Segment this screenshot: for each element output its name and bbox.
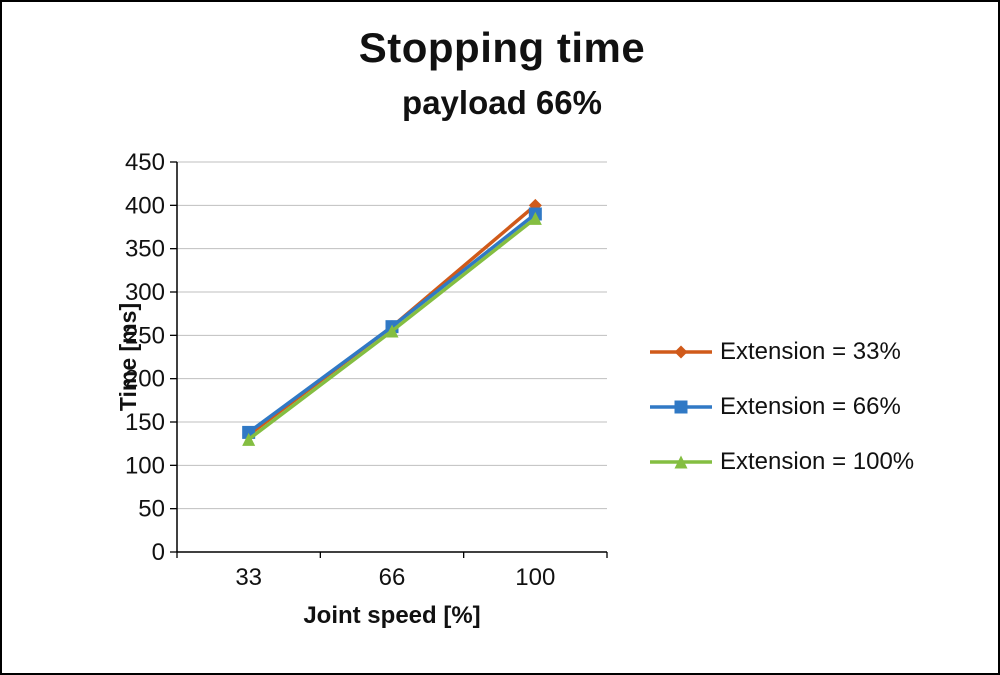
y-tick-label: 450 bbox=[125, 149, 165, 176]
square-marker-icon bbox=[674, 400, 688, 414]
legend-sample bbox=[650, 455, 712, 469]
x-tick-label: 66 bbox=[379, 564, 406, 591]
y-tick-label: 350 bbox=[125, 236, 165, 263]
chart-title: Stopping time bbox=[358, 24, 646, 71]
legend-item: Extension = 66% bbox=[650, 393, 914, 421]
y-tick-label: 300 bbox=[125, 279, 165, 306]
y-tick-label: 0 bbox=[152, 539, 165, 566]
legend-sample bbox=[650, 400, 712, 414]
y-tick-label: 150 bbox=[125, 409, 165, 436]
x-tick-label: 33 bbox=[235, 564, 262, 591]
chart-subtitle: payload 66% bbox=[402, 84, 602, 121]
y-tick-label: 50 bbox=[138, 496, 165, 523]
legend: Extension = 33% Extension = 66% Extension … bbox=[650, 338, 914, 476]
triangle-marker-icon bbox=[385, 324, 399, 338]
x-axis-label: Joint speed [%] bbox=[303, 602, 481, 629]
legend-sample bbox=[650, 345, 712, 359]
y-tick-label: 400 bbox=[125, 192, 165, 219]
legend-label: Extension = 100% bbox=[720, 448, 915, 475]
legend-item: Extension = 100% bbox=[650, 448, 914, 476]
diamond-marker-icon bbox=[674, 345, 688, 359]
legend-item: Extension = 33% bbox=[650, 338, 914, 366]
plot-area: 0 50 100 150 200 250 300 350 400 450 33 66 100 bbox=[125, 149, 608, 591]
triangle-marker-icon bbox=[242, 432, 256, 446]
y-tick-label: 250 bbox=[125, 322, 165, 349]
triangle-marker-icon bbox=[674, 455, 688, 469]
triangle-marker-icon bbox=[528, 211, 542, 225]
y-tick-label: 200 bbox=[125, 366, 165, 393]
y-tick-label: 100 bbox=[125, 452, 165, 479]
x-tick-label: 100 bbox=[515, 564, 555, 591]
legend-label: Extension = 33% bbox=[720, 338, 901, 365]
legend-label: Extension = 66% bbox=[720, 393, 901, 420]
